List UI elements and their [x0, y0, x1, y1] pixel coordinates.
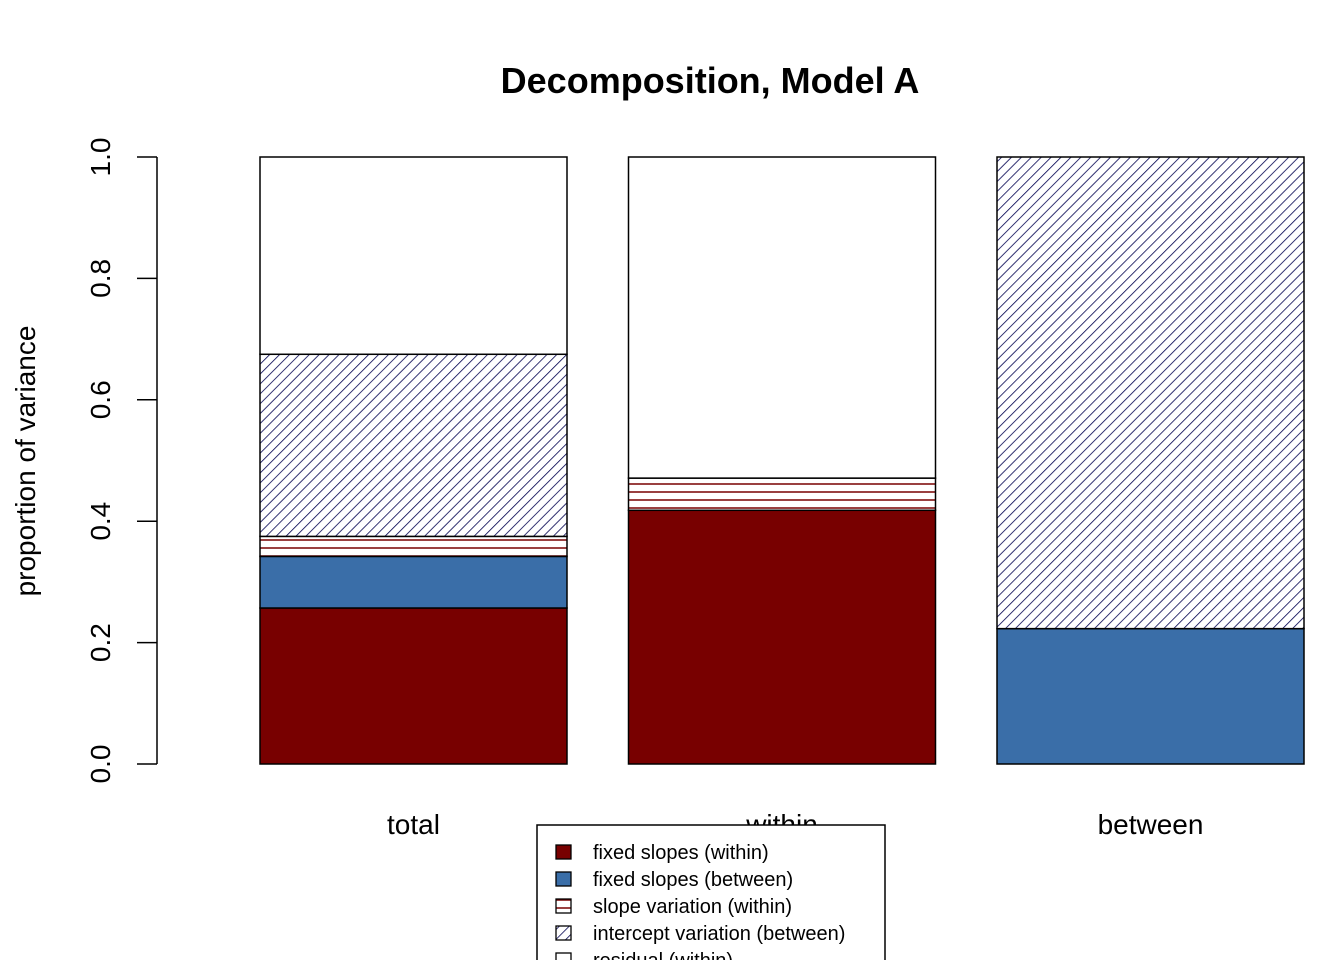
bar-segment-total-2: [259, 535, 568, 558]
chart-title: Decomposition, Model A: [501, 60, 920, 101]
bar-segment-within-2: [627, 477, 937, 512]
legend-label-2: slope variation (within): [593, 896, 792, 918]
bar-total: [259, 156, 568, 765]
legend-swatch-2: [555, 898, 572, 914]
bar-within: [627, 156, 937, 765]
x-label-total: total: [387, 809, 440, 840]
legend-swatch-4: [555, 952, 572, 960]
bar-segment-total-3: [259, 353, 568, 538]
y-tick-label: 0.6: [85, 380, 116, 419]
bar-segment-total-4: [259, 156, 568, 356]
bar-segment-total-0: [259, 607, 568, 765]
legend-label-0: fixed slopes (within): [593, 842, 769, 864]
legend: fixed slopes (within) fixed slopes (betwe…: [536, 824, 886, 960]
legend-swatch-0: [555, 844, 572, 860]
y-axis-label: proportion of variance: [10, 326, 41, 597]
bar-segment-total-1: [259, 555, 568, 609]
legend-label-1: fixed slopes (between): [593, 869, 793, 891]
legend-label-4: residual (within): [593, 950, 733, 960]
legend-swatch-3: [555, 925, 572, 941]
y-tick-label: 0.0: [85, 745, 116, 784]
bar-segment-between-3: [996, 156, 1305, 630]
legend-swatch-1: [555, 871, 572, 887]
legend-label-3: intercept variation (between): [593, 923, 845, 945]
y-tick-label: 0.2: [85, 623, 116, 662]
y-axis: 0.0 0.2 0.4 0.6 0.8 1.0: [85, 138, 158, 784]
bar-segment-within-4: [627, 156, 937, 479]
x-label-between: between: [1098, 809, 1204, 840]
bar-segment-within-0: [627, 509, 937, 765]
y-tick-label: 1.0: [85, 138, 116, 177]
bar-segment-between-1: [996, 627, 1305, 765]
bar-between: [996, 156, 1305, 765]
y-tick-label: 0.8: [85, 259, 116, 298]
y-tick-label: 0.4: [85, 502, 116, 541]
bars: [259, 156, 1305, 765]
legend-box: [536, 824, 886, 960]
